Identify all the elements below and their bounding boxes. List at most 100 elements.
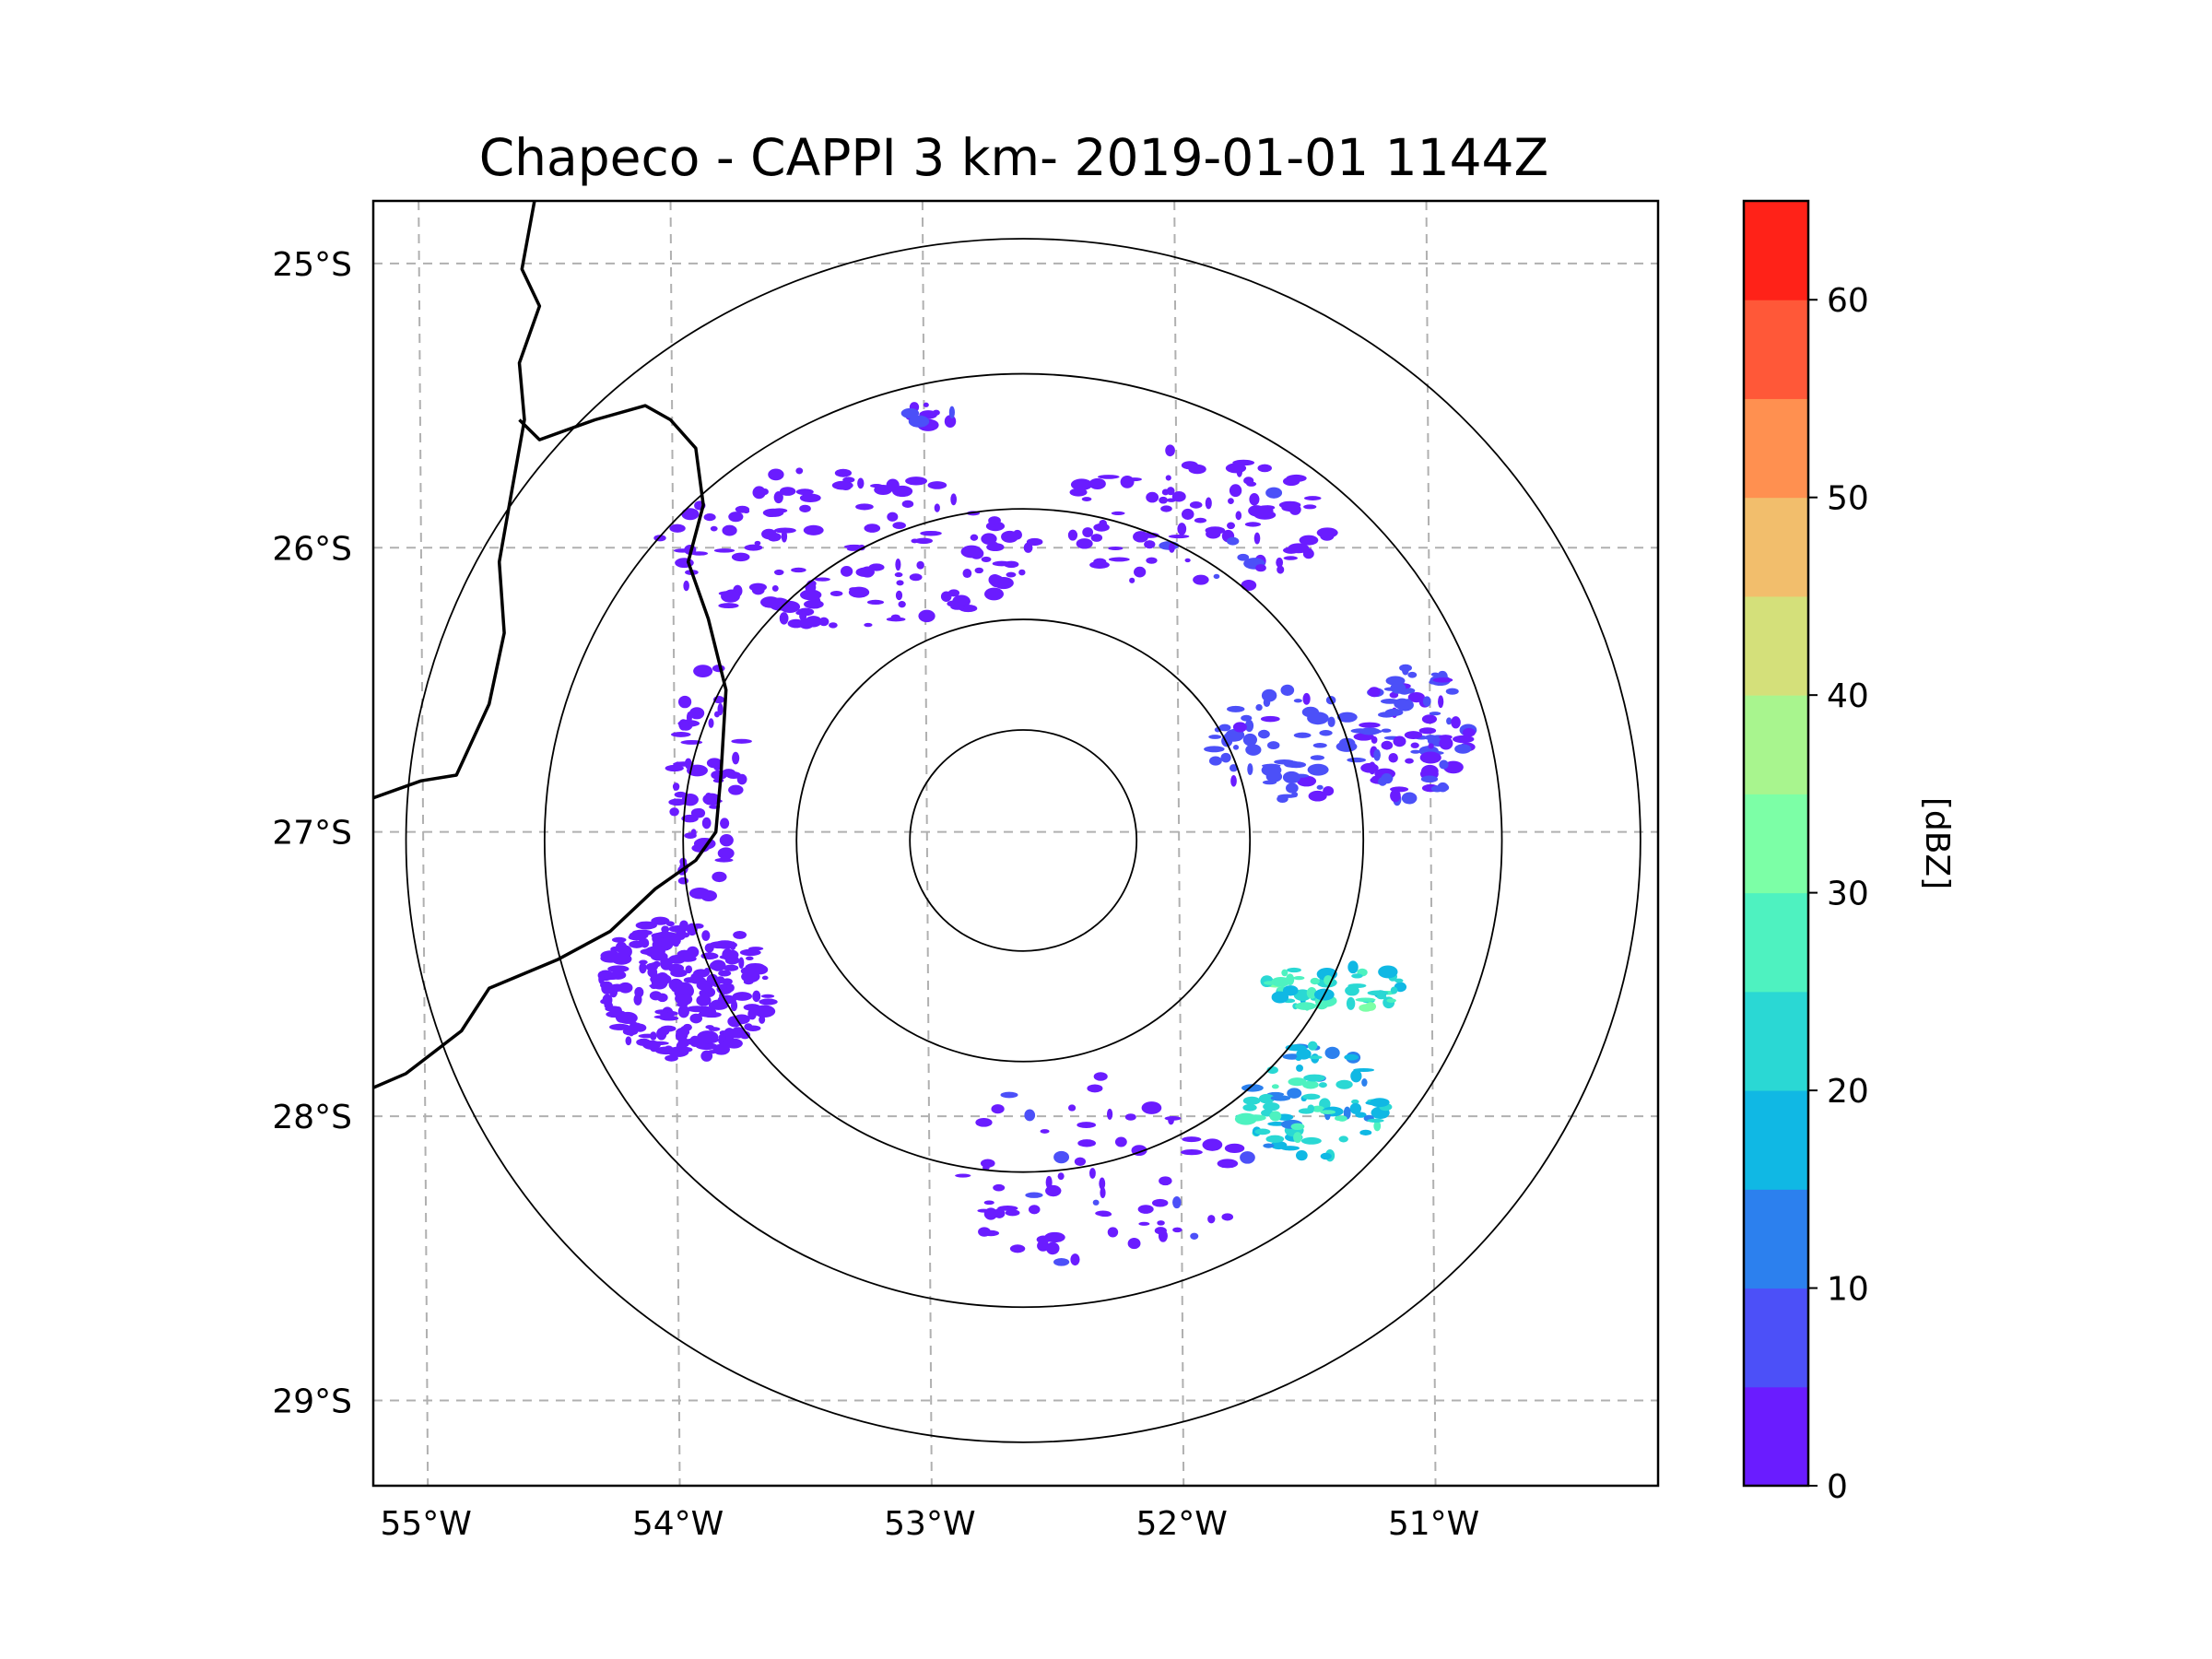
echo-cell xyxy=(1446,717,1453,725)
echo-cell xyxy=(1164,1116,1182,1121)
colorbar-label: [dBZ] xyxy=(1918,797,1956,889)
echo-cell xyxy=(701,817,712,830)
colorbar-segment xyxy=(1744,991,1808,1091)
echo-cell xyxy=(1439,736,1453,750)
echo-cell xyxy=(909,573,923,582)
echo-cell xyxy=(654,1009,668,1015)
echo-cell xyxy=(1462,727,1476,737)
echo-cell xyxy=(1189,500,1203,509)
echo-cell xyxy=(1286,474,1307,482)
map-area[interactable] xyxy=(373,201,1658,1486)
echo-cell xyxy=(1296,1048,1312,1060)
echo-cell xyxy=(645,962,658,971)
echo-cell xyxy=(1208,735,1222,739)
echo-cell xyxy=(1006,571,1017,578)
echo-cell xyxy=(649,1043,659,1053)
echo-cell xyxy=(855,503,874,511)
echo-cell xyxy=(1157,1220,1165,1226)
echo-cell xyxy=(892,522,906,530)
echo-cell xyxy=(693,665,713,677)
colorbar-tick-label: 10 xyxy=(1827,1271,1869,1309)
echo-cell xyxy=(670,731,691,737)
echo-cell xyxy=(1271,1084,1279,1089)
echo-cell xyxy=(717,847,735,860)
echo-cell xyxy=(834,468,853,477)
echo-cell xyxy=(677,877,689,885)
colorbar-segment xyxy=(1744,1189,1808,1289)
echo-cell xyxy=(918,609,935,623)
echo-cell xyxy=(600,981,613,990)
echo-cell xyxy=(682,1023,692,1031)
echo-cell xyxy=(696,994,712,1006)
echo-cell xyxy=(1283,556,1299,560)
echo-cell xyxy=(1184,558,1191,563)
echo-cell xyxy=(1241,580,1257,591)
echo-cell xyxy=(934,503,940,512)
echo-cell xyxy=(1159,1176,1172,1186)
range-ring xyxy=(795,618,1252,1063)
echo-cell xyxy=(1439,759,1449,770)
echo-cell xyxy=(676,971,685,977)
echo-cell xyxy=(993,1183,1006,1192)
echo-cell xyxy=(1404,731,1423,739)
echo-cell xyxy=(962,569,972,579)
echo-cell xyxy=(1307,1041,1318,1051)
echo-cell xyxy=(791,567,806,573)
echo-cell xyxy=(660,939,681,947)
echo-cell xyxy=(1036,1235,1051,1244)
echo-cell xyxy=(703,513,716,522)
echo-cell xyxy=(1045,1241,1060,1255)
colorbar-tick-label: 50 xyxy=(1827,480,1869,518)
echo-cell xyxy=(673,548,692,553)
echo-cell xyxy=(895,590,903,601)
echo-cell xyxy=(894,571,903,578)
echo-cell xyxy=(1320,531,1335,541)
echo-cell xyxy=(1351,1099,1359,1104)
echo-cell xyxy=(1227,522,1236,530)
echo-cell xyxy=(688,887,711,900)
echo-cell xyxy=(732,751,740,765)
echo-cell xyxy=(1040,1129,1050,1134)
echo-cell xyxy=(908,415,930,428)
echo-cell xyxy=(1432,677,1453,683)
echo-cell xyxy=(1221,1213,1234,1221)
colorbar: 0 10 20 30 40 50 60 [dBZ] xyxy=(1742,199,1956,1506)
lat-tick-label: 28°S xyxy=(272,1099,352,1136)
echo-cell xyxy=(1420,764,1439,778)
echo-cell xyxy=(781,530,788,543)
echo-cell xyxy=(1280,1146,1300,1151)
echo-cell xyxy=(799,504,811,513)
echo-cell xyxy=(1077,1122,1097,1129)
echo-cell xyxy=(1253,532,1261,545)
echo-cell xyxy=(952,597,968,606)
echo-cell xyxy=(1069,488,1088,497)
echo-cell xyxy=(656,993,668,1003)
echo-cell xyxy=(710,525,718,532)
echo-cell xyxy=(955,1173,971,1178)
echo-cell xyxy=(1287,967,1301,973)
echo-cell xyxy=(695,1042,718,1051)
echo-cell xyxy=(773,569,784,576)
echo-cell xyxy=(761,975,769,981)
echo-cell xyxy=(1370,1098,1390,1108)
echo-cell xyxy=(739,948,761,957)
echo-cell xyxy=(1291,792,1299,797)
echo-cell xyxy=(1386,998,1396,1003)
echo-cell xyxy=(1420,775,1439,783)
echo-cell xyxy=(1244,719,1254,733)
echo-cell xyxy=(1220,752,1231,763)
echo-cell xyxy=(800,589,822,601)
echo-cell xyxy=(611,953,632,965)
echo-cell xyxy=(1217,1159,1239,1169)
echo-cell xyxy=(1338,737,1356,748)
echo-cell xyxy=(1338,1135,1348,1143)
echo-cell xyxy=(759,1015,766,1024)
echo-cell xyxy=(1419,751,1441,764)
echo-cell xyxy=(672,808,679,813)
echo-cell xyxy=(688,707,705,720)
echo-cell xyxy=(1108,557,1130,562)
colorbar-tick-label: 0 xyxy=(1827,1468,1848,1506)
echo-cell xyxy=(905,477,928,486)
echo-cell xyxy=(1168,534,1190,539)
echo-cell xyxy=(857,477,865,489)
